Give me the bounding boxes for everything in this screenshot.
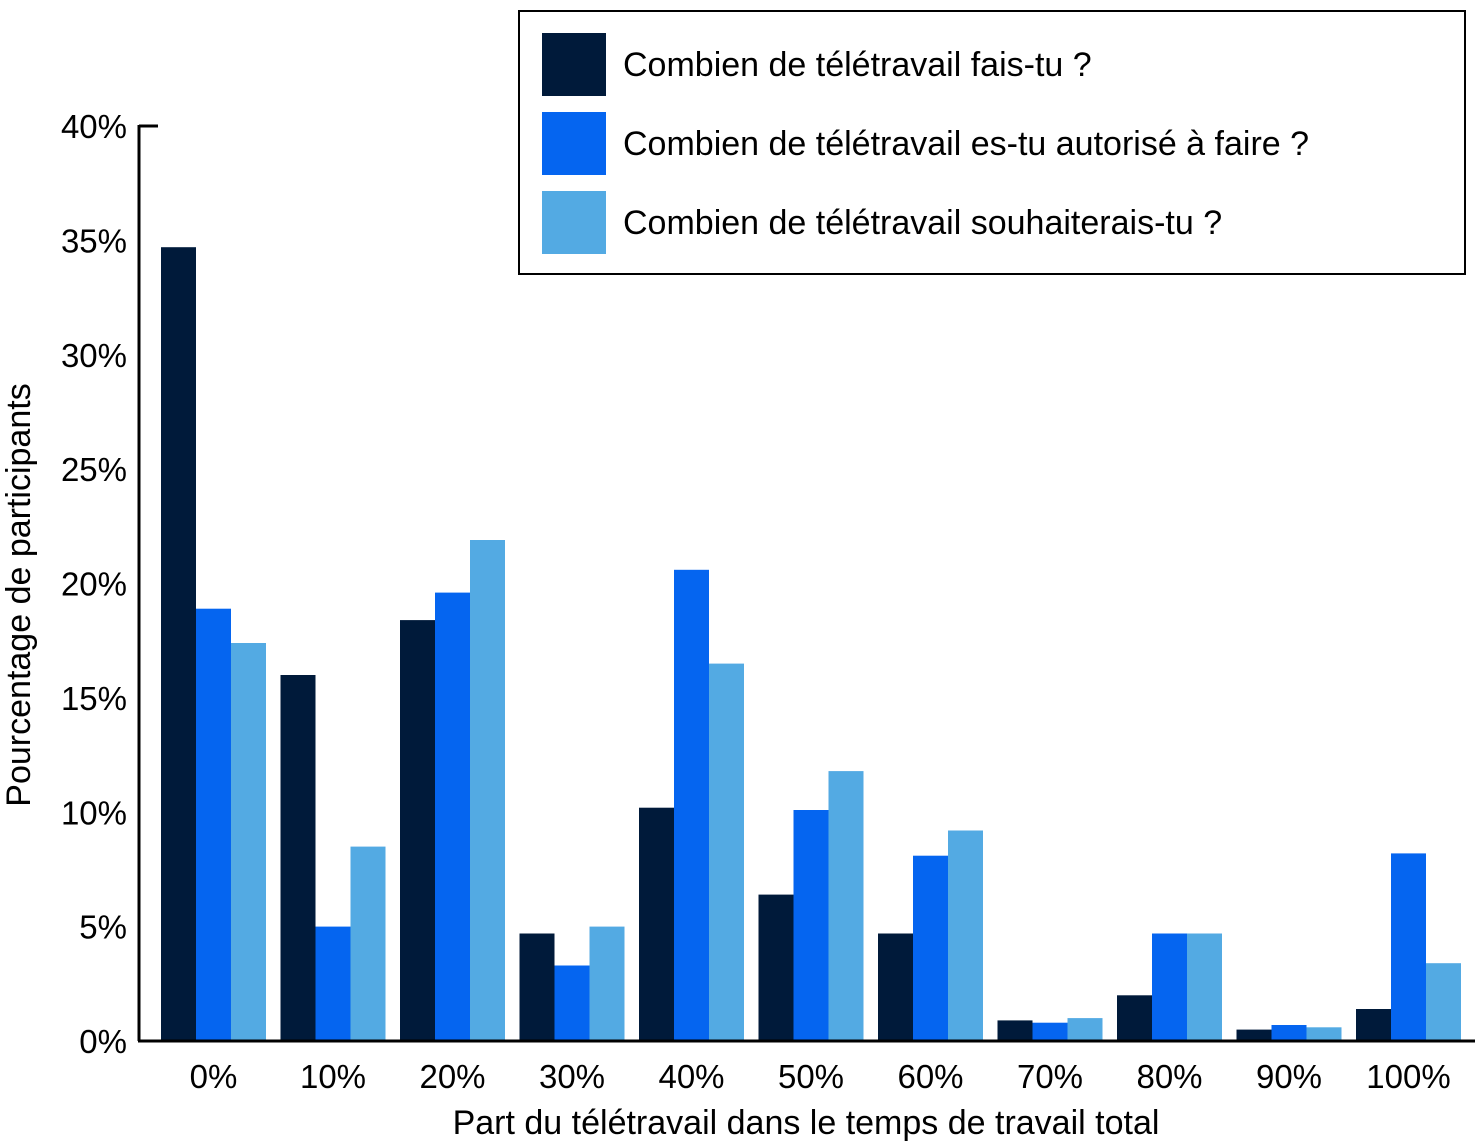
bar-100pct-series-1 — [1356, 1009, 1391, 1041]
bar-80pct-series-3 — [1187, 933, 1222, 1041]
y-tick-label: 25% — [61, 451, 127, 488]
y-tick-label: 30% — [61, 337, 127, 374]
bar-50pct-series-2 — [793, 810, 829, 1041]
bar-0pct-series-1 — [161, 247, 196, 1041]
legend-label-3: Combien de télétravail souhaiterais-tu ? — [623, 204, 1222, 242]
x-tick-label: 0% — [190, 1058, 238, 1095]
legend-label-2: Combien de télétravail es-tu autorisé à … — [623, 125, 1309, 163]
x-tick-label: 80% — [1136, 1058, 1202, 1095]
bar-20pct-series-1 — [400, 620, 435, 1041]
y-tick-label: 40% — [61, 108, 127, 145]
legend-box — [518, 10, 1466, 275]
bar-70pct-series-1 — [997, 1020, 1033, 1041]
legend: Combien de télétravail fais-tu ? Combien … — [518, 10, 1466, 275]
bar-0pct-series-3 — [231, 643, 266, 1041]
x-axis-title: Part du télétravail dans le temps de tra… — [453, 1104, 1160, 1142]
bar-10pct-series-1 — [280, 675, 316, 1041]
x-tick-label: 50% — [778, 1058, 844, 1095]
bar-40pct-series-2 — [674, 569, 709, 1041]
bar-50pct-series-1 — [758, 894, 794, 1041]
x-tick-label: 70% — [1017, 1058, 1083, 1095]
bar-60pct-series-2 — [913, 855, 948, 1041]
y-tick-label: 10% — [61, 794, 127, 831]
bar-40pct-series-1 — [639, 807, 674, 1041]
x-tick-label: 20% — [419, 1058, 485, 1095]
bar-0pct-series-2 — [196, 608, 231, 1041]
x-tick-label: 100% — [1366, 1058, 1450, 1095]
bar-30pct-series-2 — [554, 965, 590, 1041]
legend-label-1: Combien de télétravail fais-tu ? — [623, 46, 1092, 84]
bar-40pct-series-3 — [709, 663, 744, 1041]
y-tick-labels: 0% 5% 10% 15% 20% 25% 30% 35% 40% — [61, 108, 127, 1060]
bar-20pct-series-2 — [435, 592, 470, 1041]
bar-70pct-series-3 — [1067, 1018, 1103, 1041]
bar-10pct-series-2 — [315, 926, 351, 1041]
x-tick-label: 30% — [539, 1058, 605, 1095]
y-axis-title: Pourcentage de participants — [0, 383, 38, 806]
bar-10pct-series-3 — [350, 846, 386, 1041]
legend-swatch-3 — [542, 191, 606, 254]
legend-items: Combien de télétravail fais-tu ? Combien … — [542, 33, 1309, 254]
bar-100pct-series-3 — [1426, 963, 1461, 1041]
bar-100pct-series-2 — [1391, 853, 1426, 1041]
bar-90pct-series-3 — [1306, 1027, 1342, 1041]
y-tick-label: 35% — [61, 222, 127, 259]
bar-60pct-series-1 — [878, 933, 913, 1041]
y-tick-label: 20% — [61, 566, 127, 603]
axes-group — [137, 124, 1475, 1043]
bar-70pct-series-2 — [1032, 1022, 1068, 1041]
bar-90pct-series-1 — [1236, 1029, 1272, 1041]
y-tick-label: 0% — [79, 1023, 127, 1060]
bar-80pct-series-2 — [1152, 933, 1187, 1041]
x-tick-label: 60% — [897, 1058, 963, 1095]
bar-30pct-series-3 — [589, 926, 625, 1041]
bars-group — [161, 247, 1461, 1042]
x-tick-label: 40% — [658, 1058, 724, 1095]
bar-20pct-series-3 — [470, 540, 505, 1041]
bar-30pct-series-1 — [519, 933, 555, 1041]
legend-swatch-1 — [542, 33, 606, 96]
x-tick-label: 90% — [1256, 1058, 1322, 1095]
bar-60pct-series-3 — [948, 830, 983, 1041]
bar-80pct-series-1 — [1117, 995, 1152, 1042]
legend-swatch-2 — [542, 112, 606, 175]
y-tick-label: 5% — [79, 909, 127, 946]
x-tick-labels: 0% 10% 20% 30% 40% 50% 60% 70% 80% 90% 100% — [190, 1058, 1451, 1095]
bar-50pct-series-3 — [828, 771, 864, 1041]
bar-90pct-series-2 — [1271, 1025, 1307, 1041]
x-tick-label: 10% — [300, 1058, 366, 1095]
y-tick-label: 15% — [61, 680, 127, 717]
